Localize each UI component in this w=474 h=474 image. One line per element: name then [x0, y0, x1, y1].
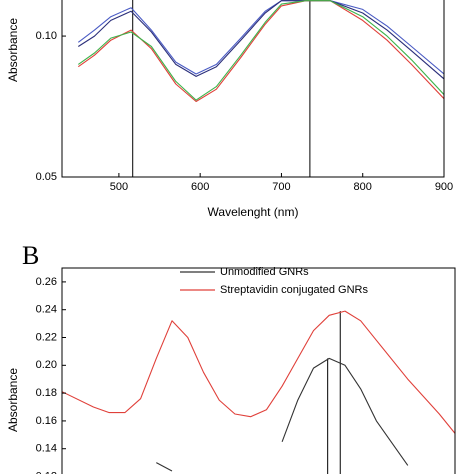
y-tick-label: 0.05: [36, 171, 57, 183]
y-axis-label: Absorbance: [6, 368, 20, 432]
x-axis-label: Wavelenght (nm): [208, 205, 299, 219]
panel-label: B: [22, 241, 39, 270]
series-line: [77, 0, 444, 101]
x-tick-label: 900: [435, 181, 453, 193]
plot-frame: [61, 0, 445, 178]
plot-frame: [61, 267, 456, 474]
x-tick-label: 800: [354, 181, 372, 193]
series-line: [77, 0, 444, 75]
y-tick-label: 0.10: [36, 30, 57, 42]
y-tick-label: 0.12: [36, 470, 57, 474]
series-line: [156, 357, 409, 472]
y-axis-label: Absorbance: [6, 18, 20, 82]
y-tick-label: 0.18: [36, 387, 57, 399]
series-line: [78, 0, 444, 80]
plot: [77, 0, 444, 177]
x-tick-label: 600: [191, 181, 209, 193]
series-line: [62, 310, 455, 434]
legend-label: Unmodified GNRs: [220, 266, 309, 278]
x-tick-label: 500: [110, 181, 128, 193]
y-tick-label: 0.22: [36, 331, 57, 343]
y-tick-label: 0.14: [36, 443, 57, 455]
y-tick-label: 0.20: [36, 359, 57, 371]
y-tick-label: 0.16: [36, 415, 57, 427]
x-tick-label: 700: [272, 181, 290, 193]
y-tick-label: 0.24: [36, 304, 57, 316]
legend-label: Streptavidin conjugated GNRs: [220, 284, 368, 296]
y-tick-label: 0.26: [36, 276, 57, 288]
plot: [62, 310, 455, 474]
